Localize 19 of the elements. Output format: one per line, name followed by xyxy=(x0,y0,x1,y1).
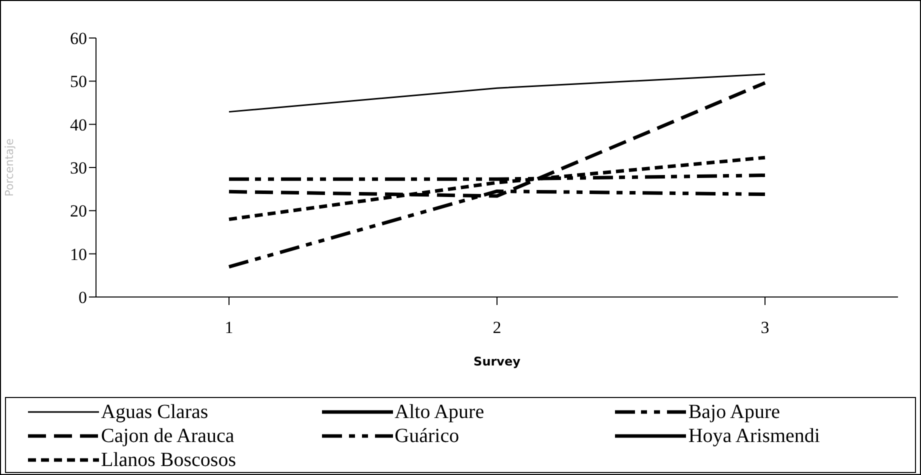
x-axis-title: Survey xyxy=(474,354,521,369)
y-tick-label: 0 xyxy=(78,288,87,308)
y-axis-title: Porcentaje xyxy=(2,138,16,196)
legend-label: Hoya Arismendi xyxy=(688,424,820,448)
legend-label: Aguas Claras xyxy=(101,400,208,424)
x-tick-label: 3 xyxy=(760,318,770,338)
y-tick-label: 40 xyxy=(70,115,87,134)
x-tick-label: 1 xyxy=(224,318,234,338)
legend-label: Alto Apure xyxy=(394,400,484,424)
legend-label: Bajo Apure xyxy=(688,400,780,424)
y-tick-label: 60 xyxy=(70,29,87,48)
legend-label: Llanos Boscosos xyxy=(101,448,236,472)
y-tick-label: 10 xyxy=(70,244,87,264)
y-tick-label: 30 xyxy=(70,158,87,178)
legend-label: Cajon de Arauca xyxy=(101,424,234,448)
y-tick-label: 20 xyxy=(70,202,87,221)
legend-label: Guárico xyxy=(394,424,460,448)
y-tick-label: 50 xyxy=(70,72,87,92)
x-tick-label: 2 xyxy=(492,318,502,338)
